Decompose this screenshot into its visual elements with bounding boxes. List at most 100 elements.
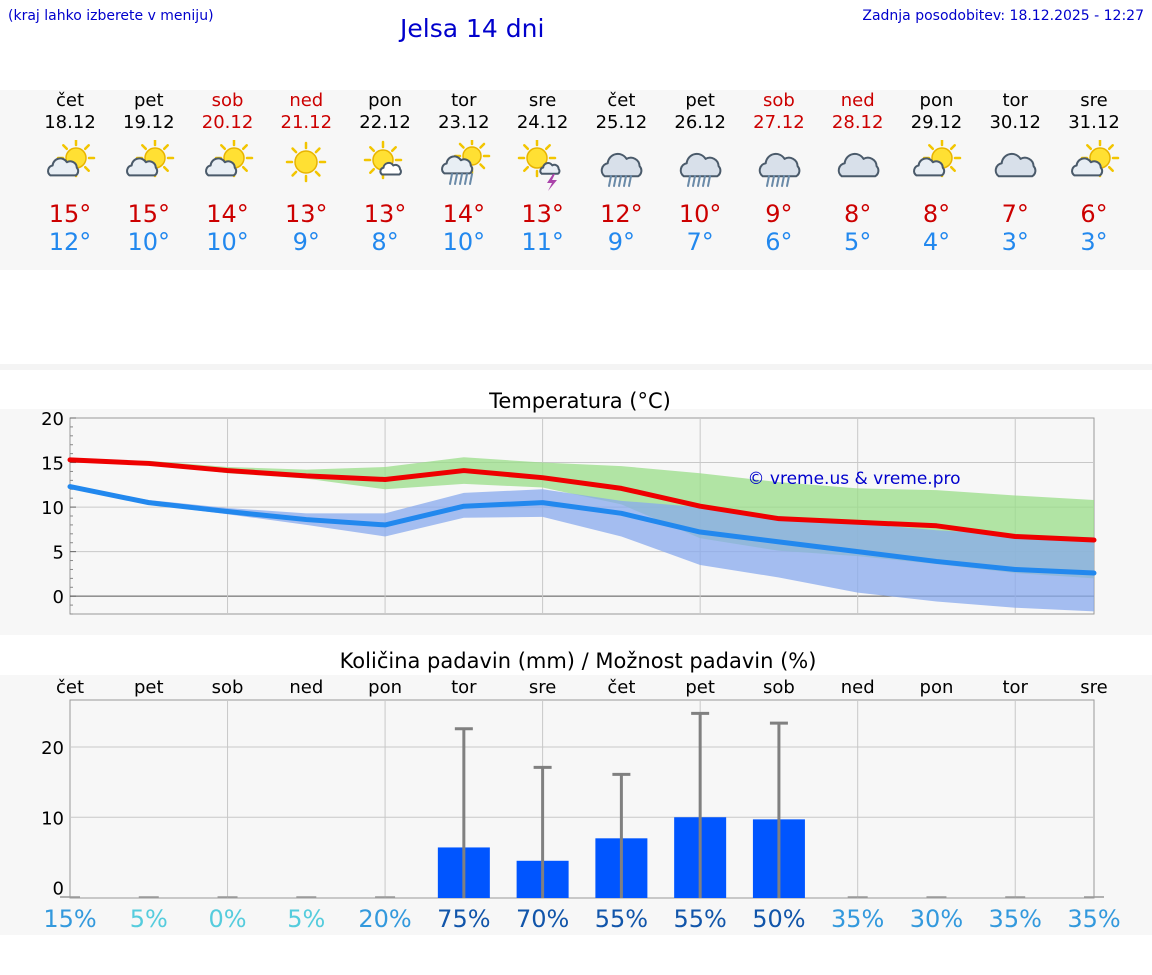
cloud-rain-icon bbox=[679, 152, 722, 187]
last-updated: Zadnja posodobitev: 18.12.2025 - 12:27 bbox=[862, 8, 1144, 24]
min-temperature: 12° bbox=[48, 228, 92, 256]
precipitation-chance-label: 15% bbox=[43, 905, 96, 933]
day-column: čet 25.12 12° 9° bbox=[581, 90, 661, 256]
x-day-label: pet bbox=[685, 677, 715, 698]
day-name: sob bbox=[763, 90, 795, 111]
data-point bbox=[1093, 539, 1095, 542]
x-day-label: sre bbox=[529, 677, 556, 698]
day-date: 31.12 bbox=[1068, 112, 1120, 133]
min-temperature: 6° bbox=[765, 228, 793, 256]
chart-title: Temperatura (°C) bbox=[488, 389, 671, 413]
x-day-label: ned bbox=[841, 677, 875, 698]
x-day-label: tor bbox=[1002, 677, 1028, 698]
min-temperature: 3° bbox=[1001, 228, 1029, 256]
partly-cloudy-icon bbox=[47, 140, 96, 178]
max-temperature: 14° bbox=[206, 200, 249, 228]
day-name: čet bbox=[55, 90, 85, 111]
max-temperature: 13° bbox=[363, 200, 407, 228]
min-temperature: 5° bbox=[844, 228, 872, 256]
divider bbox=[0, 364, 1152, 370]
data-point bbox=[777, 540, 780, 543]
x-day-label: pon bbox=[368, 677, 402, 698]
data-point bbox=[1093, 572, 1095, 575]
max-temperature-line bbox=[67, 457, 1097, 543]
max-temperature: 15° bbox=[48, 200, 92, 228]
data-point bbox=[541, 476, 544, 479]
min-temperature: 11° bbox=[521, 228, 564, 256]
min-temperature-line bbox=[67, 484, 1097, 576]
day-column: ned 21.12 13° 9° bbox=[266, 90, 346, 256]
max-temperature: 9° bbox=[765, 200, 793, 228]
precipitation-chance-label: 55% bbox=[595, 905, 648, 933]
sun-cloud-rain-icon bbox=[440, 140, 491, 185]
max-temperature: 8° bbox=[922, 200, 951, 228]
max-temperature: 8° bbox=[844, 200, 872, 228]
day-date: 23.12 bbox=[438, 112, 490, 133]
data-point bbox=[147, 462, 150, 465]
x-day-label: čet bbox=[56, 677, 84, 698]
data-point bbox=[699, 531, 702, 534]
min-temperature: 8° bbox=[371, 228, 399, 256]
partly-cloudy-icon bbox=[125, 140, 175, 178]
data-point bbox=[384, 478, 387, 481]
min-temperature: 9° bbox=[607, 228, 636, 256]
max-temperature: 13° bbox=[521, 200, 564, 228]
max-temperature: 7° bbox=[1001, 200, 1029, 228]
max-temperature: 12° bbox=[600, 200, 643, 228]
day-date: 29.12 bbox=[910, 112, 963, 133]
data-point bbox=[935, 524, 938, 527]
x-day-label: sob bbox=[212, 677, 244, 698]
day-column: sre 31.12 6° 3° bbox=[1054, 90, 1134, 256]
day-date: 26.12 bbox=[674, 112, 726, 133]
day-date: 30.12 bbox=[989, 112, 1041, 133]
precipitation-chance-label: 5% bbox=[130, 905, 168, 933]
day-name: sre bbox=[1080, 90, 1108, 111]
x-day-label: ned bbox=[289, 677, 323, 698]
min-temperature: 7° bbox=[686, 228, 714, 256]
day-column: sre 24.12 13° 11° bbox=[503, 90, 583, 256]
min-temperature: 3° bbox=[1080, 228, 1108, 256]
max-temperature: 13° bbox=[285, 200, 328, 228]
data-point bbox=[777, 517, 780, 520]
day-date: 18.12 bbox=[44, 112, 96, 133]
y-tick-label: 15 bbox=[41, 454, 64, 475]
data-point bbox=[69, 458, 71, 461]
partly-cloudy-icon bbox=[204, 140, 253, 178]
day-name: sre bbox=[528, 90, 557, 111]
cloudy-icon bbox=[994, 152, 1037, 178]
precipitation-chance-label: 35% bbox=[1067, 905, 1120, 933]
partly-cloudy-icon bbox=[913, 140, 962, 178]
sun-icon bbox=[286, 141, 327, 183]
day-column: pon 29.12 8° 4° bbox=[896, 90, 976, 256]
precipitation-chart: Količina padavin (mm) / Možnost padavin … bbox=[41, 649, 1121, 933]
precipitation-chance-label: 0% bbox=[208, 905, 246, 933]
precipitation-chance-label: 50% bbox=[752, 905, 805, 933]
precipitation-chance-label: 35% bbox=[831, 905, 884, 933]
data-point bbox=[620, 512, 623, 515]
day-name: tor bbox=[1002, 90, 1028, 111]
data-point bbox=[856, 521, 859, 524]
data-point bbox=[1014, 535, 1017, 538]
y-tick-label: 20 bbox=[41, 738, 64, 759]
day-name: pon bbox=[919, 90, 954, 111]
y-tick-label: 20 bbox=[41, 409, 64, 430]
day-date: 27.12 bbox=[753, 112, 805, 133]
data-point bbox=[69, 485, 71, 488]
data-point bbox=[620, 487, 623, 490]
day-name: ned bbox=[289, 90, 324, 111]
data-point bbox=[856, 550, 859, 553]
partly-cloudy-icon bbox=[1071, 140, 1120, 178]
location-menu-hint[interactable]: (kraj lahko izberete v meniju) bbox=[8, 8, 214, 24]
data-point bbox=[305, 518, 308, 521]
min-temperature-range-band bbox=[70, 486, 1094, 612]
max-temperature: 14° bbox=[442, 200, 486, 228]
data-point bbox=[935, 560, 938, 563]
day-date: 24.12 bbox=[516, 112, 569, 133]
min-temperature: 10° bbox=[442, 228, 486, 256]
x-day-label: pet bbox=[134, 677, 164, 698]
day-name: pon bbox=[368, 90, 402, 111]
plot-area bbox=[69, 699, 1095, 899]
min-temperature: 10° bbox=[206, 228, 249, 256]
precipitation-chance-label: 75% bbox=[437, 905, 490, 933]
day-name: sob bbox=[211, 90, 244, 111]
